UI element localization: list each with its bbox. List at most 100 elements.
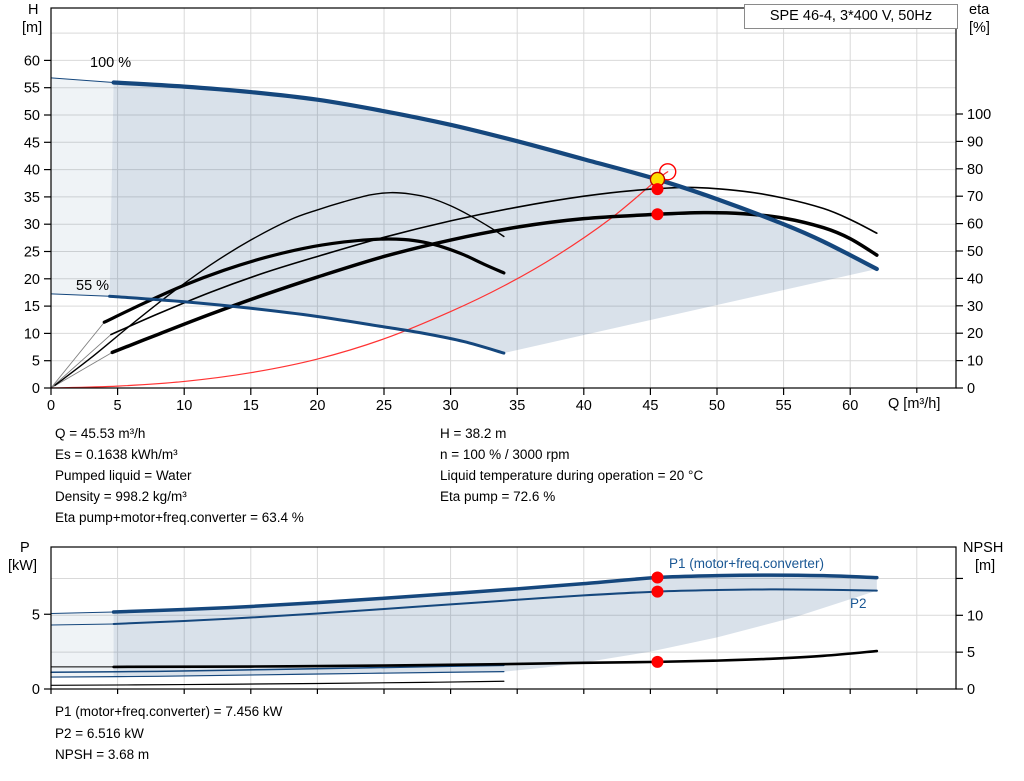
tick-label-right: 20 — [967, 326, 983, 342]
result-p2: P2 = 6.516 kW — [55, 726, 144, 741]
info-liquid: Pumped liquid = Water — [55, 468, 192, 483]
tick-label-x: 45 — [642, 398, 658, 414]
tick-label-x: 55 — [776, 398, 792, 414]
npsh-axis-unit: [m] — [975, 558, 996, 574]
tick-label-x: 40 — [576, 398, 592, 414]
tick-label-right: 40 — [967, 271, 983, 287]
tick-label-x: 15 — [243, 398, 259, 414]
info-eta-total: Eta pump+motor+freq.converter = 63.4 % — [55, 510, 304, 525]
pump-title-box: SPE 46-4, 3*400 V, 50Hz — [744, 4, 958, 29]
qh-100-lead — [50, 77, 115, 84]
eta-total-point — [651, 208, 664, 221]
tick-label-x: 20 — [309, 398, 325, 414]
p1-100-lead — [50, 611, 115, 615]
qh-55 — [108, 294, 506, 355]
tick-label-left: 5 — [32, 607, 40, 623]
tick-label-left: 5 — [32, 354, 40, 370]
tick-label-left: 45 — [24, 135, 40, 151]
p-axis-label: P — [20, 540, 30, 556]
eta-axis-unit: [%] — [969, 20, 990, 36]
p1-curve-label: P1 (motor+freq.converter) — [669, 556, 824, 571]
qh-55-lead — [50, 293, 111, 297]
operating-envelope — [109, 82, 877, 354]
h-axis-label: H — [28, 2, 39, 18]
eta-pump-point — [651, 183, 664, 196]
tick-label-left: 35 — [24, 190, 40, 206]
npsh-55 — [50, 680, 505, 686]
operating-envelope-lowflow — [51, 77, 114, 297]
tick-label-right: 10 — [967, 608, 983, 624]
npsh-axis-label: NPSH — [963, 540, 1004, 556]
p1-100 — [111, 573, 879, 614]
info-temperature: Liquid temperature during operation = 20… — [440, 468, 704, 483]
tick-label-left: 15 — [24, 299, 40, 315]
qh-eta-chart: 0510152025303540455055600102030405060708… — [24, 7, 991, 414]
p2-55 — [50, 671, 505, 678]
power-envelope-lowflow — [51, 612, 114, 678]
tick-label-left: 25 — [24, 245, 40, 261]
speed-55-label: 55 % — [76, 278, 110, 294]
tick-label-left: 40 — [24, 163, 40, 179]
info-eta-pump: Eta pump = 72.6 % — [440, 489, 556, 504]
eta-total-55 — [102, 237, 506, 324]
tick-label-right: 80 — [967, 162, 983, 178]
power-envelope — [113, 575, 877, 677]
npsh-point — [651, 655, 664, 668]
rated-point — [659, 163, 677, 181]
qh-eta-chart-frame — [50, 7, 957, 389]
tick-label-left: 30 — [24, 217, 40, 233]
tick-label-right: 10 — [967, 354, 983, 370]
eta-total-100 — [110, 210, 879, 355]
tick-label-x: 60 — [842, 398, 858, 414]
tick-label-x: 30 — [443, 398, 459, 414]
tick-label-left: 0 — [32, 381, 40, 397]
tick-label-right: 100 — [967, 107, 991, 123]
result-p1: P1 (motor+freq.converter) = 7.456 kW — [55, 704, 283, 719]
tick-label-x: 10 — [176, 398, 192, 414]
info-speed: n = 100 % / 3000 rpm — [440, 447, 570, 462]
system-curve — [50, 171, 669, 389]
tick-label-left: 60 — [24, 53, 40, 69]
info-h: H = 38.2 m — [440, 426, 507, 441]
p2-curve-label: P2 — [850, 596, 867, 611]
tick-label-right: 60 — [967, 217, 983, 233]
info-q: Q = 45.53 m³/h — [55, 426, 146, 441]
p1-point — [651, 571, 664, 584]
q-axis-label: Q [m³/h] — [888, 396, 941, 412]
p2-100-lead — [50, 623, 115, 626]
affinity-line-1 — [50, 351, 113, 389]
tick-label-left: 55 — [24, 81, 40, 97]
affinity-line-2 — [50, 334, 112, 389]
tick-label-right: 5 — [967, 645, 975, 661]
power-npsh-chart-frame — [50, 546, 957, 690]
eta-pump-100 — [110, 186, 878, 336]
tick-label-left: 0 — [32, 682, 40, 698]
result-npsh: NPSH = 3.68 m — [55, 747, 150, 762]
affinity-line-3 — [50, 321, 105, 389]
p2-100 — [112, 588, 878, 625]
tick-label-left: 50 — [24, 108, 40, 124]
info-es: Es = 0.1638 kWh/m³ — [55, 447, 178, 462]
tick-label-x: 25 — [376, 398, 392, 414]
tick-label-x: 35 — [509, 398, 525, 414]
info-density: Density = 998.2 kg/m³ — [55, 489, 187, 504]
tick-label-right: 0 — [967, 381, 975, 397]
power-npsh-chart: 0 5 0 5 10 — [32, 546, 983, 698]
npsh-100 — [112, 649, 879, 669]
qh-100 — [111, 80, 879, 272]
tick-label-left: 20 — [24, 272, 40, 288]
speed-100-label: 100 % — [90, 55, 132, 71]
eta-axis-label: eta — [969, 2, 990, 18]
p-axis-unit: [kW] — [8, 558, 37, 574]
eta-pump-55 — [54, 191, 505, 386]
tick-label-right: 0 — [967, 682, 975, 698]
p1-55 — [50, 664, 505, 674]
tick-label-right: 70 — [967, 189, 983, 205]
tick-label-x: 0 — [47, 398, 55, 414]
tick-label-left: 10 — [24, 326, 40, 342]
tick-label-right: 90 — [967, 134, 983, 150]
tick-label-x: 5 — [114, 398, 122, 414]
tick-label-x: 50 — [709, 398, 725, 414]
